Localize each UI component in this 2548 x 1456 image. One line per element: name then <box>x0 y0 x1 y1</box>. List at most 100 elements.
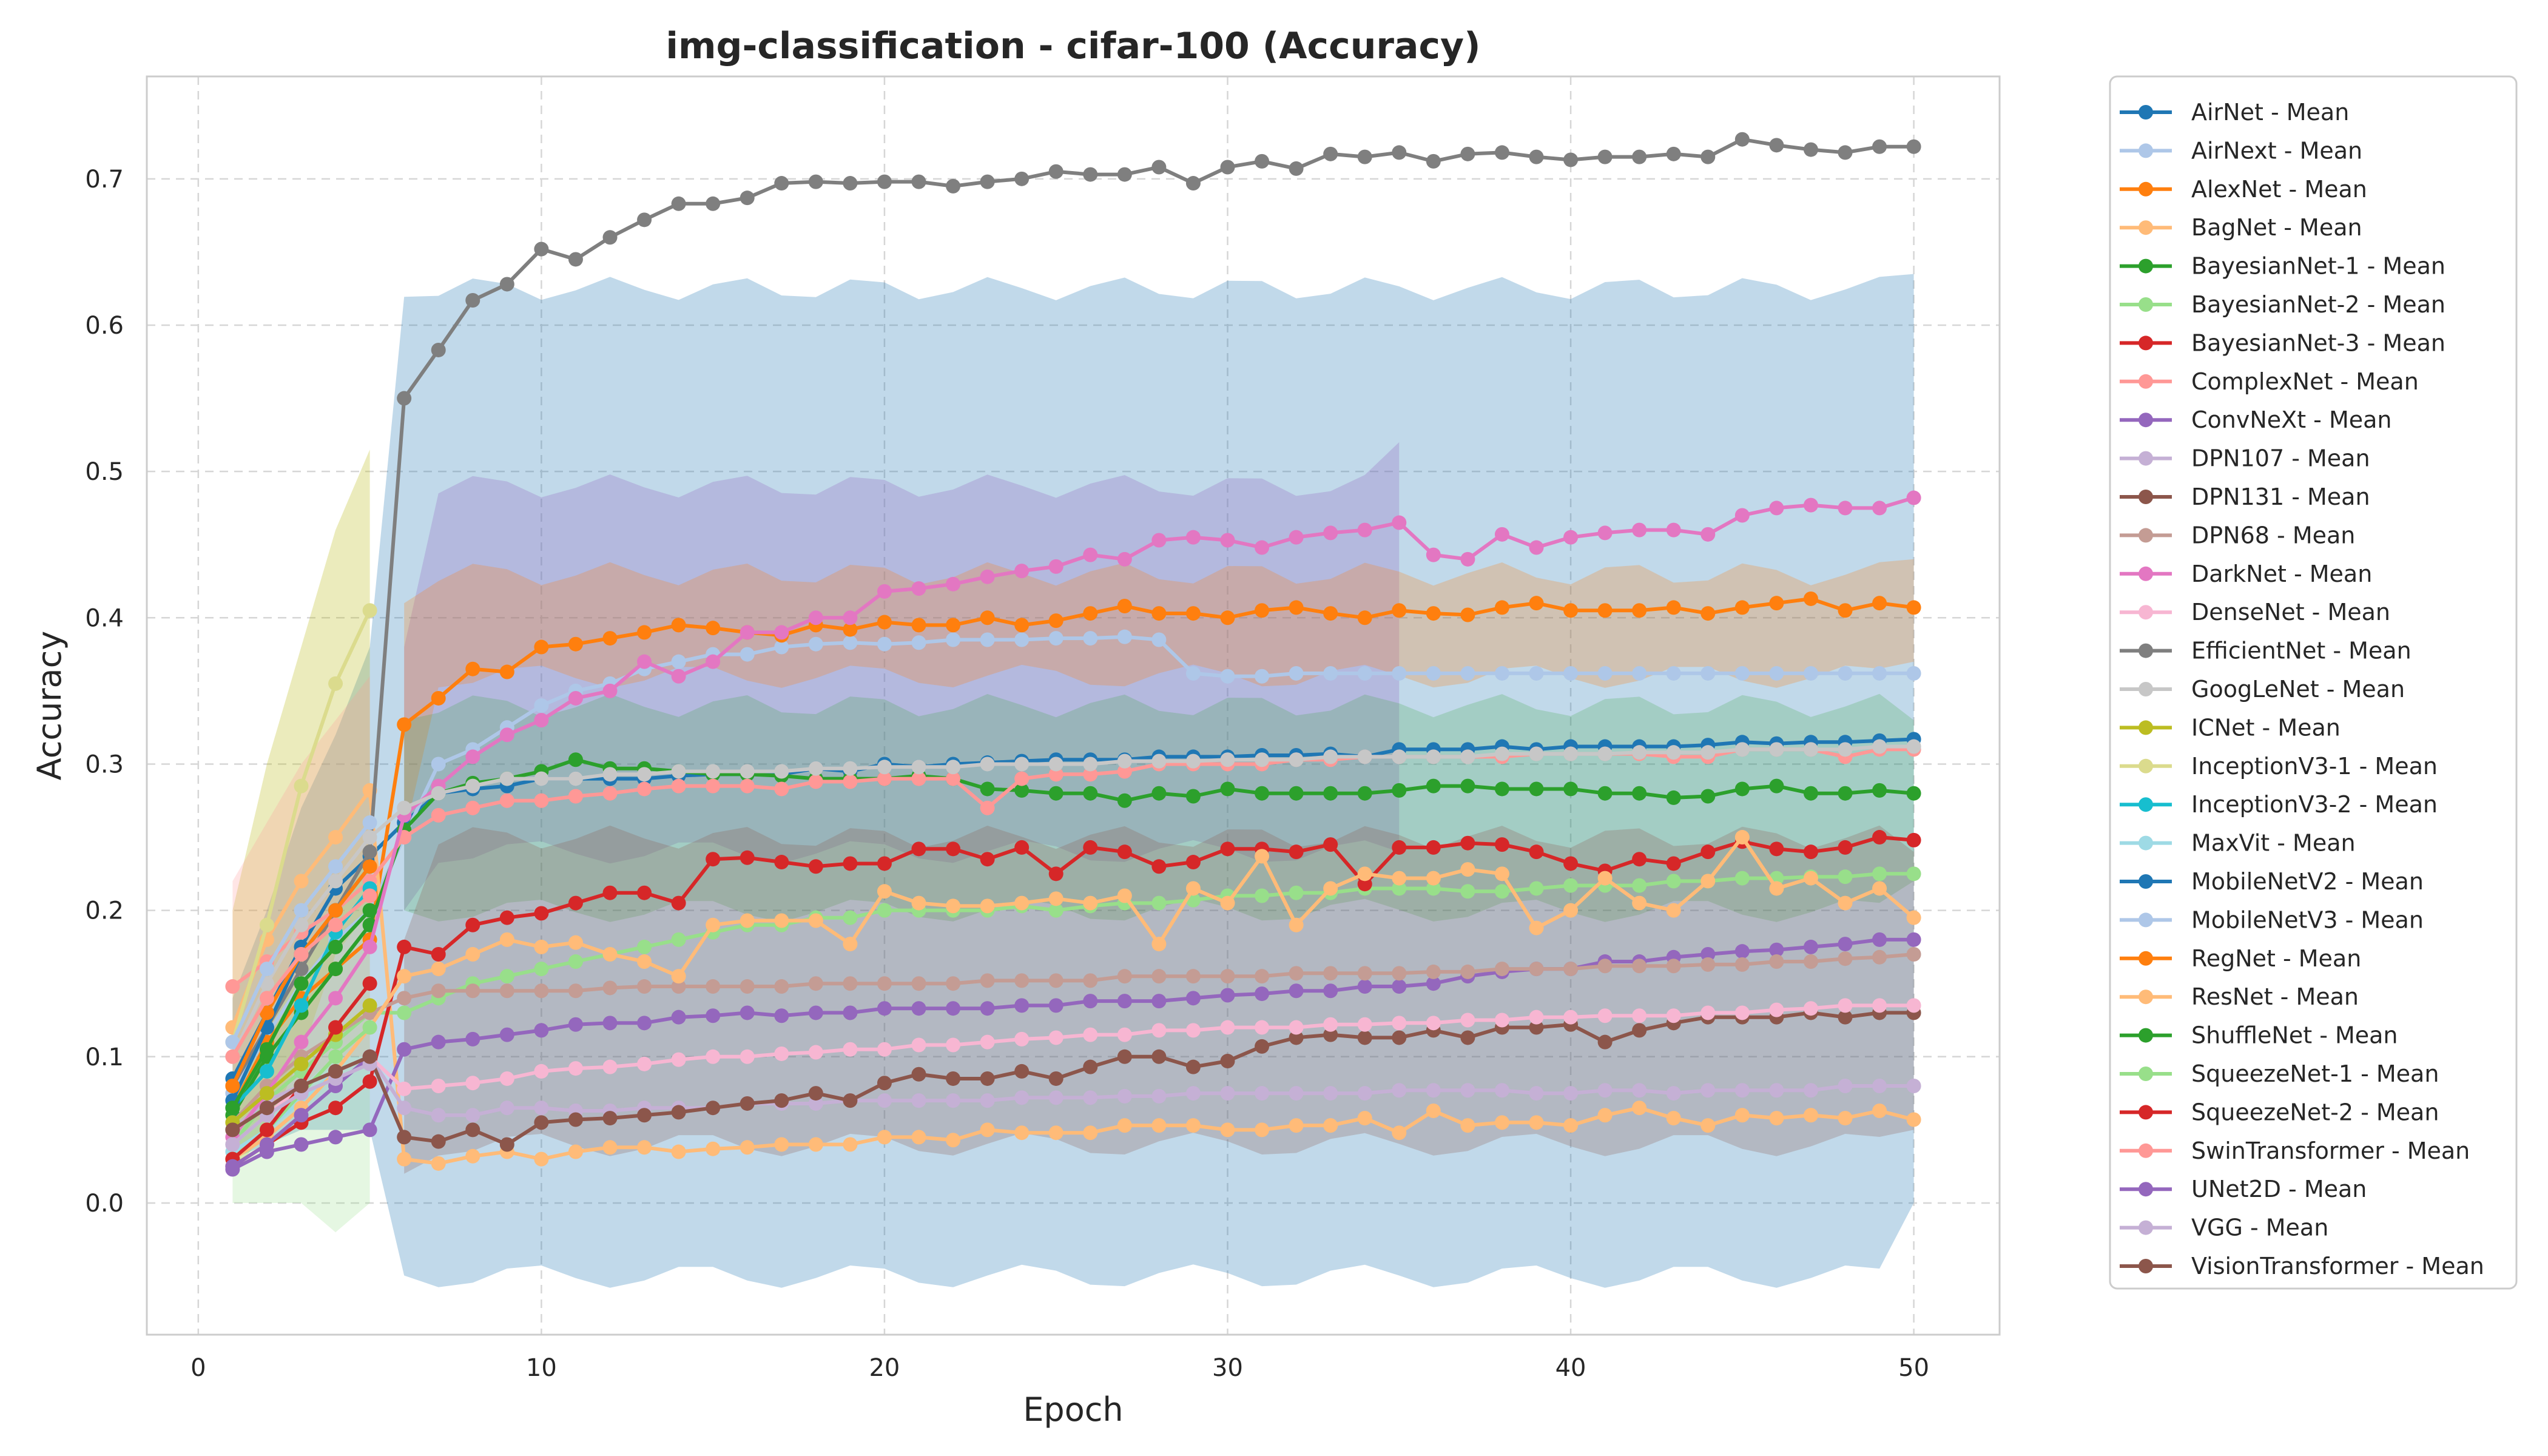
legend-marker <box>2138 797 2153 812</box>
data-point <box>1632 852 1647 867</box>
data-point <box>877 760 892 775</box>
data-point <box>1597 1108 1613 1123</box>
data-point <box>602 683 618 698</box>
data-point <box>1700 149 1716 164</box>
legend-marker <box>2138 220 2153 235</box>
data-point <box>499 969 514 984</box>
data-point <box>671 1009 686 1025</box>
data-point <box>1357 786 1372 801</box>
data-point <box>671 778 686 794</box>
data-point <box>706 917 721 932</box>
data-point <box>1392 979 1407 994</box>
data-point <box>946 1037 961 1053</box>
data-point <box>1185 176 1201 191</box>
legend-label: DenseNet - Mean <box>2191 599 2390 625</box>
data-point <box>911 1130 926 1145</box>
data-point <box>362 859 377 874</box>
data-point <box>1906 866 1921 881</box>
data-point <box>1014 1063 1030 1079</box>
legend-label: SqueezeNet-2 - Mean <box>2191 1099 2439 1125</box>
data-point <box>980 174 995 189</box>
x-tick-label: 50 <box>1898 1354 1929 1382</box>
data-point <box>1083 786 1098 801</box>
data-point <box>946 1001 961 1016</box>
data-point <box>1494 884 1509 899</box>
data-point <box>328 1063 343 1079</box>
data-point <box>1323 983 1338 999</box>
data-point <box>1769 666 1784 681</box>
data-point <box>740 778 755 794</box>
data-point <box>1323 837 1338 852</box>
data-point <box>1769 954 1784 969</box>
data-point <box>362 939 377 954</box>
legend-label: ComplexNet - Mean <box>2191 368 2419 395</box>
legend-label: VGG - Mean <box>2191 1215 2328 1241</box>
data-point <box>362 1020 377 1035</box>
series-5 <box>225 866 1921 1152</box>
data-point <box>843 1005 858 1020</box>
data-point <box>1632 1100 1647 1116</box>
data-point <box>362 976 377 991</box>
legend-label: DPN68 - Mean <box>2191 522 2355 548</box>
data-point <box>1117 551 1132 567</box>
data-point <box>294 917 309 932</box>
data-point <box>1666 1086 1681 1101</box>
data-point <box>328 676 343 691</box>
data-point <box>1117 1049 1132 1064</box>
legend-label: DarkNet - Mean <box>2191 561 2372 587</box>
legend-label: BayesianNet-1 - Mean <box>2191 253 2445 280</box>
data-point <box>568 1144 583 1159</box>
data-point <box>1117 994 1132 1009</box>
data-point <box>1014 998 1030 1013</box>
data-point <box>1803 844 1818 860</box>
data-point <box>1014 840 1030 855</box>
data-point <box>1048 786 1063 801</box>
data-point <box>1460 835 1475 851</box>
data-point <box>637 781 652 797</box>
data-point <box>1563 152 1579 167</box>
data-point <box>1872 998 1887 1013</box>
data-point <box>1769 881 1784 896</box>
data-point <box>1906 1112 1921 1127</box>
data-point <box>1734 600 1750 615</box>
data-point <box>259 1137 274 1152</box>
data-point <box>1769 596 1784 611</box>
data-point <box>808 636 823 652</box>
data-point <box>1872 739 1887 754</box>
legend-marker <box>2138 835 2153 851</box>
data-point <box>1769 742 1784 757</box>
data-point <box>774 1046 789 1061</box>
data-point <box>774 979 789 994</box>
data-point <box>259 991 274 1006</box>
legend-marker <box>2138 413 2153 428</box>
data-point <box>1700 957 1716 972</box>
data-point <box>1255 1122 1270 1138</box>
data-point <box>1083 895 1098 911</box>
data-point <box>1151 606 1167 621</box>
data-point <box>671 895 686 911</box>
data-point <box>1151 632 1167 647</box>
data-point <box>1185 1059 1201 1074</box>
data-point <box>877 174 892 189</box>
data-point <box>740 764 755 779</box>
data-point <box>431 342 446 357</box>
data-point <box>1117 793 1132 808</box>
data-point <box>740 913 755 928</box>
legend-marker <box>2138 258 2153 274</box>
data-point <box>1872 830 1887 845</box>
data-point <box>1494 666 1509 681</box>
legend-label: AlexNet - Mean <box>2191 176 2367 203</box>
data-point <box>1289 983 1304 999</box>
legend-label: DPN107 - Mean <box>2191 445 2370 472</box>
data-point <box>362 888 377 903</box>
data-point <box>1185 789 1201 804</box>
data-point <box>1289 752 1304 767</box>
data-point <box>637 1140 652 1155</box>
data-point <box>1632 786 1647 801</box>
data-point <box>1460 146 1475 161</box>
data-point <box>980 800 995 815</box>
data-point <box>1151 969 1167 984</box>
data-point <box>1838 869 1853 885</box>
data-point <box>1117 1118 1132 1133</box>
data-point <box>328 962 343 977</box>
